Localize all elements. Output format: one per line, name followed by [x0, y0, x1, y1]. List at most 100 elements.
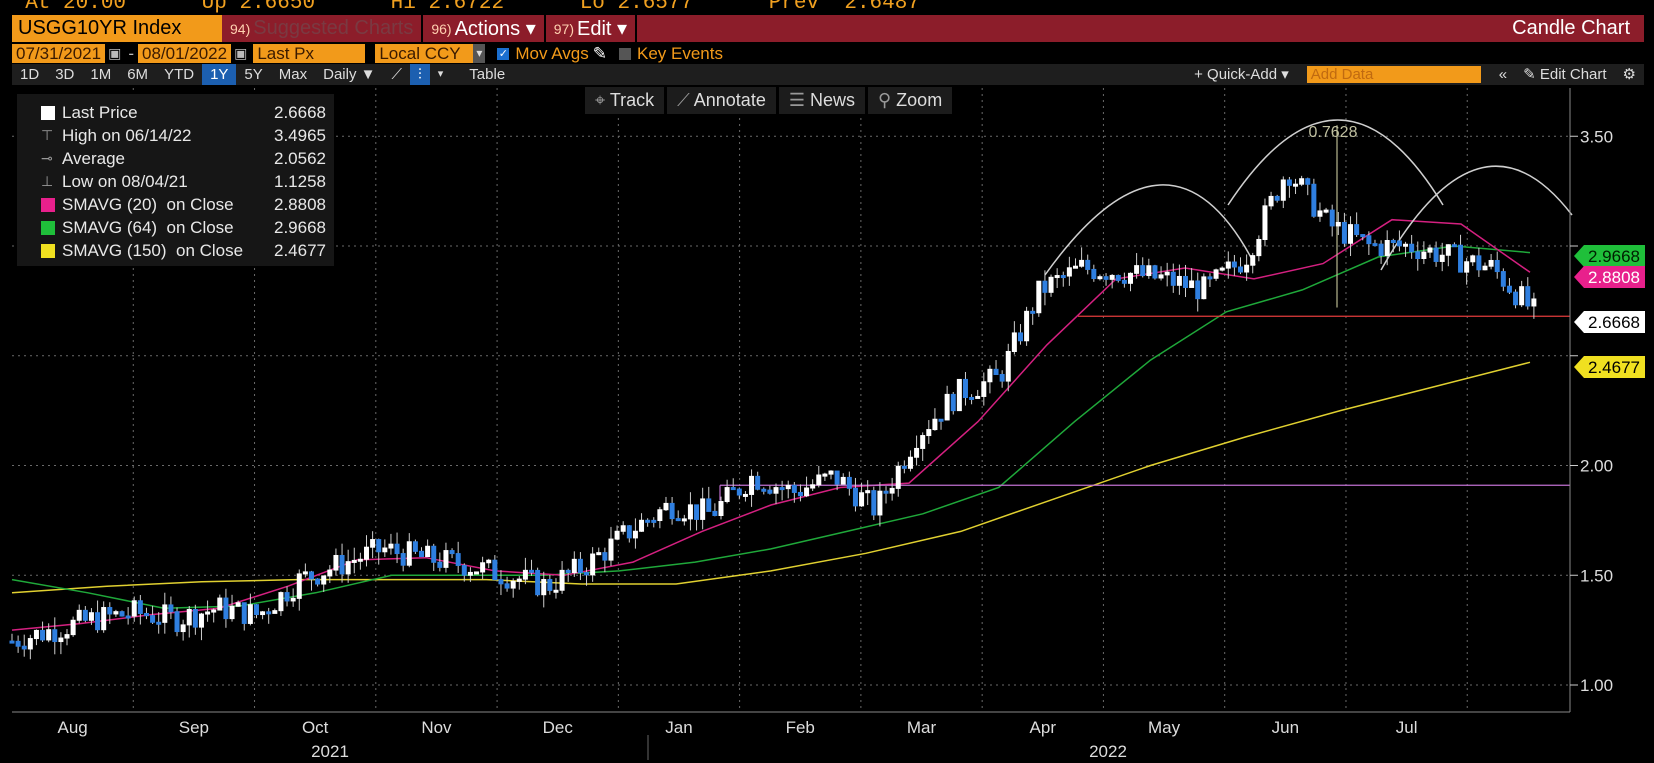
candle-body	[107, 607, 113, 615]
legend-marker-icon: ⊸	[41, 150, 53, 166]
range-6m[interactable]: 6M	[127, 66, 149, 83]
menu-label: Suggested Charts	[253, 17, 414, 39]
x-year-label: 2022	[1089, 742, 1127, 761]
news-icon: ☰	[788, 90, 810, 110]
date-separator: -	[128, 43, 134, 63]
legend-row: Last Price 2.6668	[17, 101, 334, 124]
candle-body	[467, 571, 473, 576]
price-tag-label: 2.6668	[1588, 313, 1640, 332]
candle-body	[192, 609, 198, 628]
pencil-icon[interactable]: ✎	[592, 43, 607, 63]
price-tag: 2.4677	[1574, 356, 1645, 378]
candle-body	[1079, 259, 1085, 267]
candle-body	[1378, 243, 1384, 256]
candle-body	[529, 569, 535, 573]
candle-body	[1225, 261, 1231, 269]
candle-body	[791, 484, 797, 493]
end-date-field[interactable]: 08/01/2022	[138, 44, 232, 63]
range-1y[interactable]: 1Y	[202, 64, 237, 85]
currency-select[interactable]: Local CCY	[375, 44, 474, 63]
calendar-icon[interactable]: ▣	[234, 45, 248, 61]
candle-body	[718, 501, 724, 517]
tool-news[interactable]: ☰ News	[778, 87, 865, 114]
candle-body	[559, 569, 565, 591]
period-select[interactable]: Daily ▼	[323, 66, 376, 83]
legend-value: 2.0562	[274, 149, 326, 168]
menu-1[interactable]: 96) Actions ▾	[423, 15, 546, 42]
price-tag: 2.9668	[1574, 245, 1645, 267]
range-max[interactable]: Max	[278, 66, 308, 83]
legend-row: SMAVG (64) on Close 2.9668	[17, 216, 334, 239]
x-month-label: May	[1148, 718, 1181, 737]
candle-body	[64, 634, 70, 639]
candle-body	[1348, 224, 1354, 244]
candle-body	[205, 611, 211, 615]
mov-avgs-toggle[interactable]: ✓ Mov Avgs ✎	[497, 44, 607, 64]
range-1m[interactable]: 1M	[90, 66, 112, 83]
range-5y[interactable]: 5Y	[244, 66, 263, 83]
candle-body	[1506, 285, 1512, 293]
price-tag-bg	[1574, 245, 1645, 267]
candle-body	[1372, 243, 1378, 247]
start-date-field[interactable]: 07/31/2021	[12, 44, 106, 63]
collapse-icon[interactable]: «	[1498, 66, 1508, 83]
candle-body	[351, 559, 357, 563]
candle-body	[681, 518, 687, 522]
menu-0[interactable]: 94) Suggested Charts	[222, 15, 424, 42]
candle-body	[816, 474, 822, 486]
table-button[interactable]: Table	[469, 66, 506, 83]
candle-body	[889, 487, 895, 494]
candle-body	[1036, 280, 1042, 314]
candle-body	[131, 600, 137, 617]
candle-body	[999, 374, 1005, 382]
chevron-down-icon[interactable]: ▾	[473, 44, 486, 63]
range-ytd[interactable]: YTD	[164, 66, 195, 83]
menu-label: Edit ▾	[577, 18, 628, 40]
candle-body	[241, 602, 247, 624]
candle-body	[1525, 286, 1531, 307]
range-1d[interactable]: 1D	[20, 66, 40, 83]
line-chart-icon[interactable]: ⟋	[391, 66, 402, 83]
checkbox-empty-icon[interactable]	[619, 47, 631, 60]
checkbox-checked-icon[interactable]: ✓	[497, 47, 510, 60]
gear-icon[interactable]: ⚙	[1622, 66, 1636, 83]
candle-body	[1476, 255, 1482, 271]
candle-body	[1183, 275, 1189, 288]
range-3d[interactable]: 3D	[55, 66, 75, 83]
candle-body	[1103, 276, 1109, 280]
edit-chart-button[interactable]: ✎ Edit Chart	[1523, 66, 1607, 83]
candle-body	[1121, 279, 1127, 284]
candle-body	[296, 573, 302, 599]
legend-name: SMAVG (64) on Close	[62, 218, 234, 237]
chevron-down-icon[interactable]: ▾	[437, 68, 444, 80]
candle-body	[1207, 276, 1213, 280]
candle-body	[443, 550, 449, 568]
candle-body	[577, 558, 583, 574]
ticker-field[interactable]: USGG10YR Index	[12, 15, 222, 42]
candle-body	[535, 569, 541, 596]
y-tick-label: 2.00	[1580, 457, 1613, 476]
quick-add-button[interactable]: + Quick-Add ▾	[1194, 66, 1289, 83]
menu-2[interactable]: 97) Edit ▾	[546, 15, 638, 42]
range-toolbar: 1D 3D 1M 6M YTD 1Y 5Y Max Daily ▼ ⟋ ⫶ ▾ Table +…	[12, 64, 1644, 85]
tool-track[interactable]: ⌖ Track	[585, 87, 665, 114]
candle-body	[101, 607, 107, 631]
candle-body	[1085, 259, 1091, 270]
y-tick-label: 1.50	[1580, 566, 1613, 585]
key-events-toggle[interactable]: Key Events	[619, 44, 723, 64]
candle-body	[914, 447, 920, 458]
candle-chart-icon[interactable]: ⫶	[410, 64, 430, 85]
add-data-input[interactable]: Add Data	[1306, 66, 1481, 83]
calendar-icon[interactable]: ▣	[108, 45, 122, 61]
candle-body	[1329, 209, 1335, 227]
candle-body	[828, 470, 834, 475]
range-buttons: 1D 3D 1M 6M YTD 1Y 5Y Max	[12, 64, 315, 85]
tool-zoom[interactable]: ⚲ Zoom	[867, 87, 953, 114]
field-select[interactable]: Last Px	[253, 44, 366, 63]
tool-annotate[interactable]: ⟋ Annotate	[667, 87, 776, 114]
legend-row: SMAVG (20) on Close 2.8808	[17, 193, 334, 216]
price-tag-label: 2.9668	[1588, 247, 1640, 266]
tool-label: Zoom	[896, 90, 943, 110]
candle-body	[308, 571, 314, 580]
